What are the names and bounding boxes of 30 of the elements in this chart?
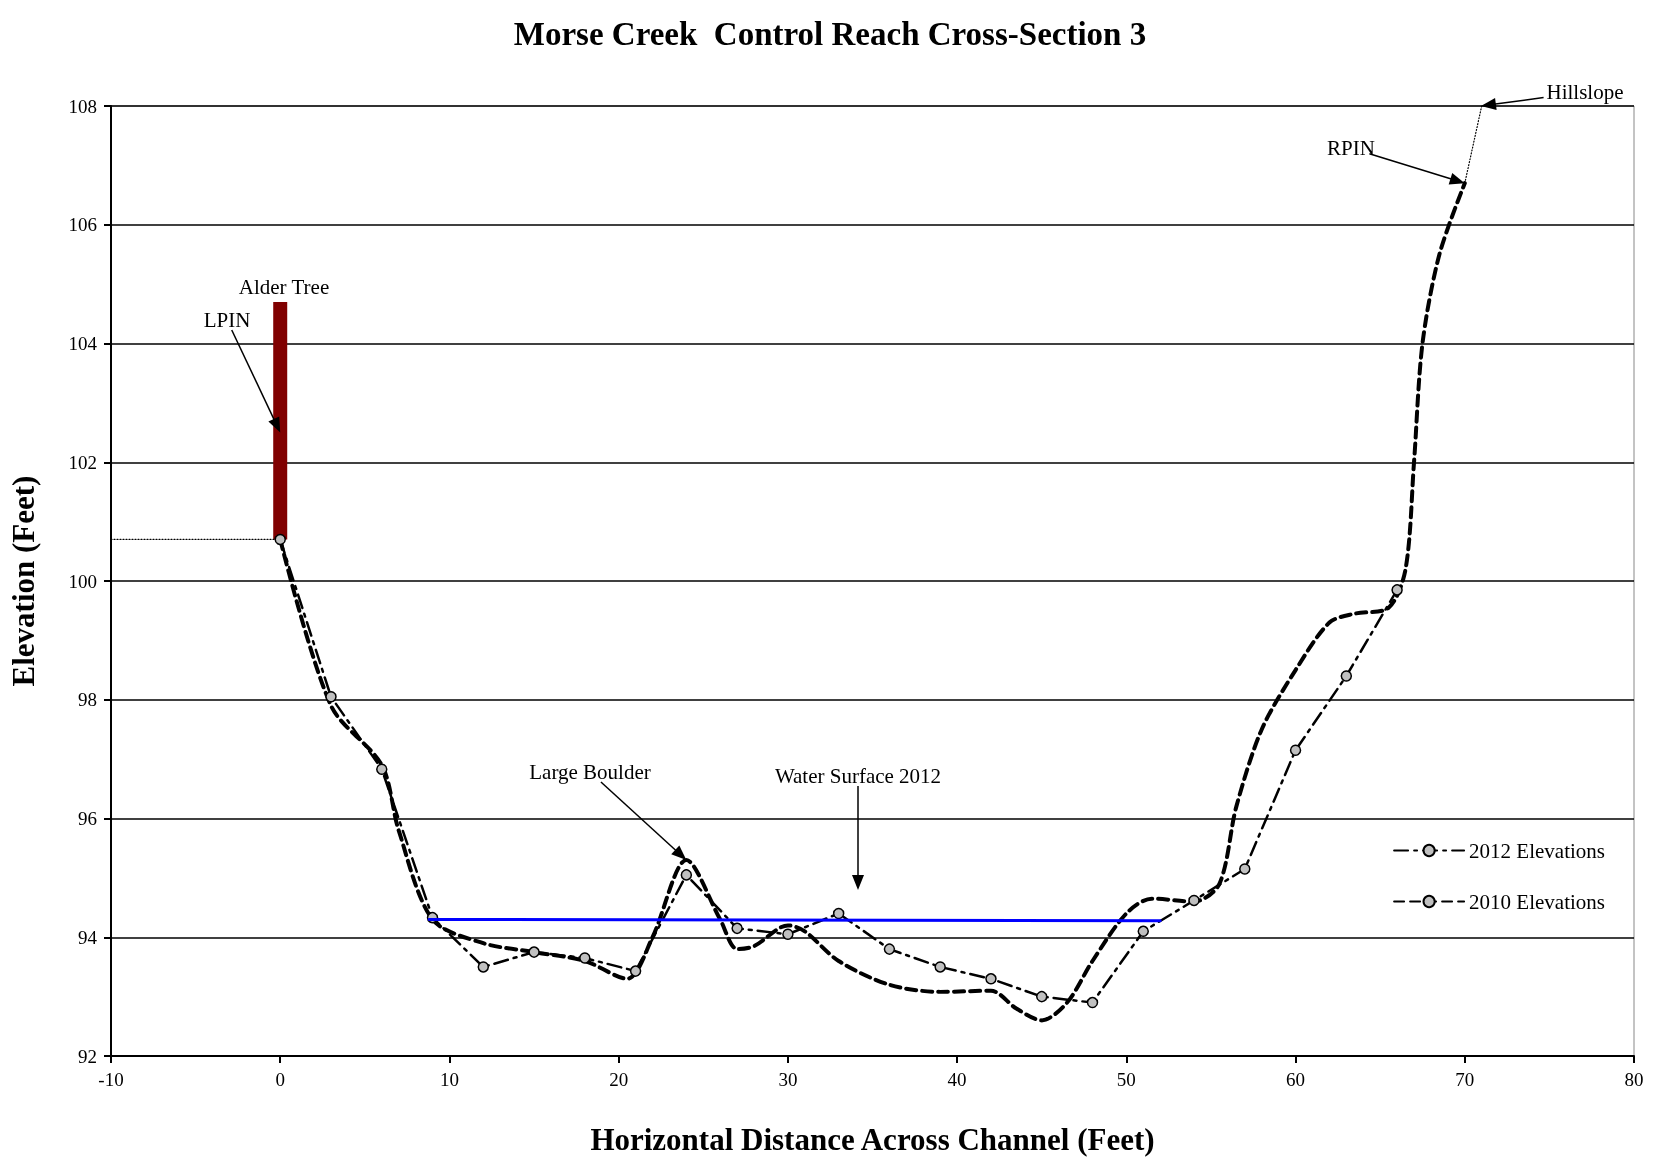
- y-tick-label: 100: [68, 570, 97, 592]
- annotation: Alder Tree: [238, 275, 330, 299]
- x-tick-label: 60: [1286, 1069, 1306, 1090]
- text: Hillslope: [1546, 80, 1624, 104]
- annotation: RPIN: [1327, 136, 1375, 160]
- y-tick-label: 108: [68, 95, 97, 117]
- legend-label: 2010 Elevations: [1469, 889, 1606, 914]
- x-axis-title: Horizontal Distance Across Channel (Feet): [590, 1122, 1155, 1157]
- x-tick-label: 0: [275, 1069, 285, 1090]
- chart-title: Morse Creek Control Reach Cross-Section 3: [513, 15, 1147, 52]
- x-tick-label: 30: [778, 1069, 798, 1090]
- y-tick-label: 102: [68, 451, 97, 473]
- y-tick-label: 96: [78, 808, 97, 829]
- y-tick-label: 98: [78, 689, 97, 711]
- annotation: Water Surface 2012: [774, 764, 942, 788]
- y-axis-title: Elevation (Feet): [6, 475, 41, 687]
- x-tick-label: 70: [1455, 1069, 1475, 1090]
- x-tick-label: 80: [1624, 1069, 1644, 1090]
- y-tick-label: 94: [78, 926, 98, 948]
- y-tick-label: 92: [78, 1045, 97, 1067]
- legend-label: 2012 Elevations: [1469, 838, 1606, 863]
- x-tick-label: 20: [609, 1069, 629, 1090]
- y-tick-label: 104: [68, 333, 98, 354]
- x-tick-label: 10: [439, 1069, 459, 1090]
- annotation: Large Boulder: [529, 760, 651, 784]
- annotation: LPIN: [203, 308, 251, 332]
- y-tick-label: 106: [68, 214, 97, 236]
- x-tick-label: 50: [1116, 1069, 1136, 1090]
- x-tick-label: -10: [98, 1069, 124, 1090]
- x-tick-label: 40: [947, 1069, 967, 1090]
